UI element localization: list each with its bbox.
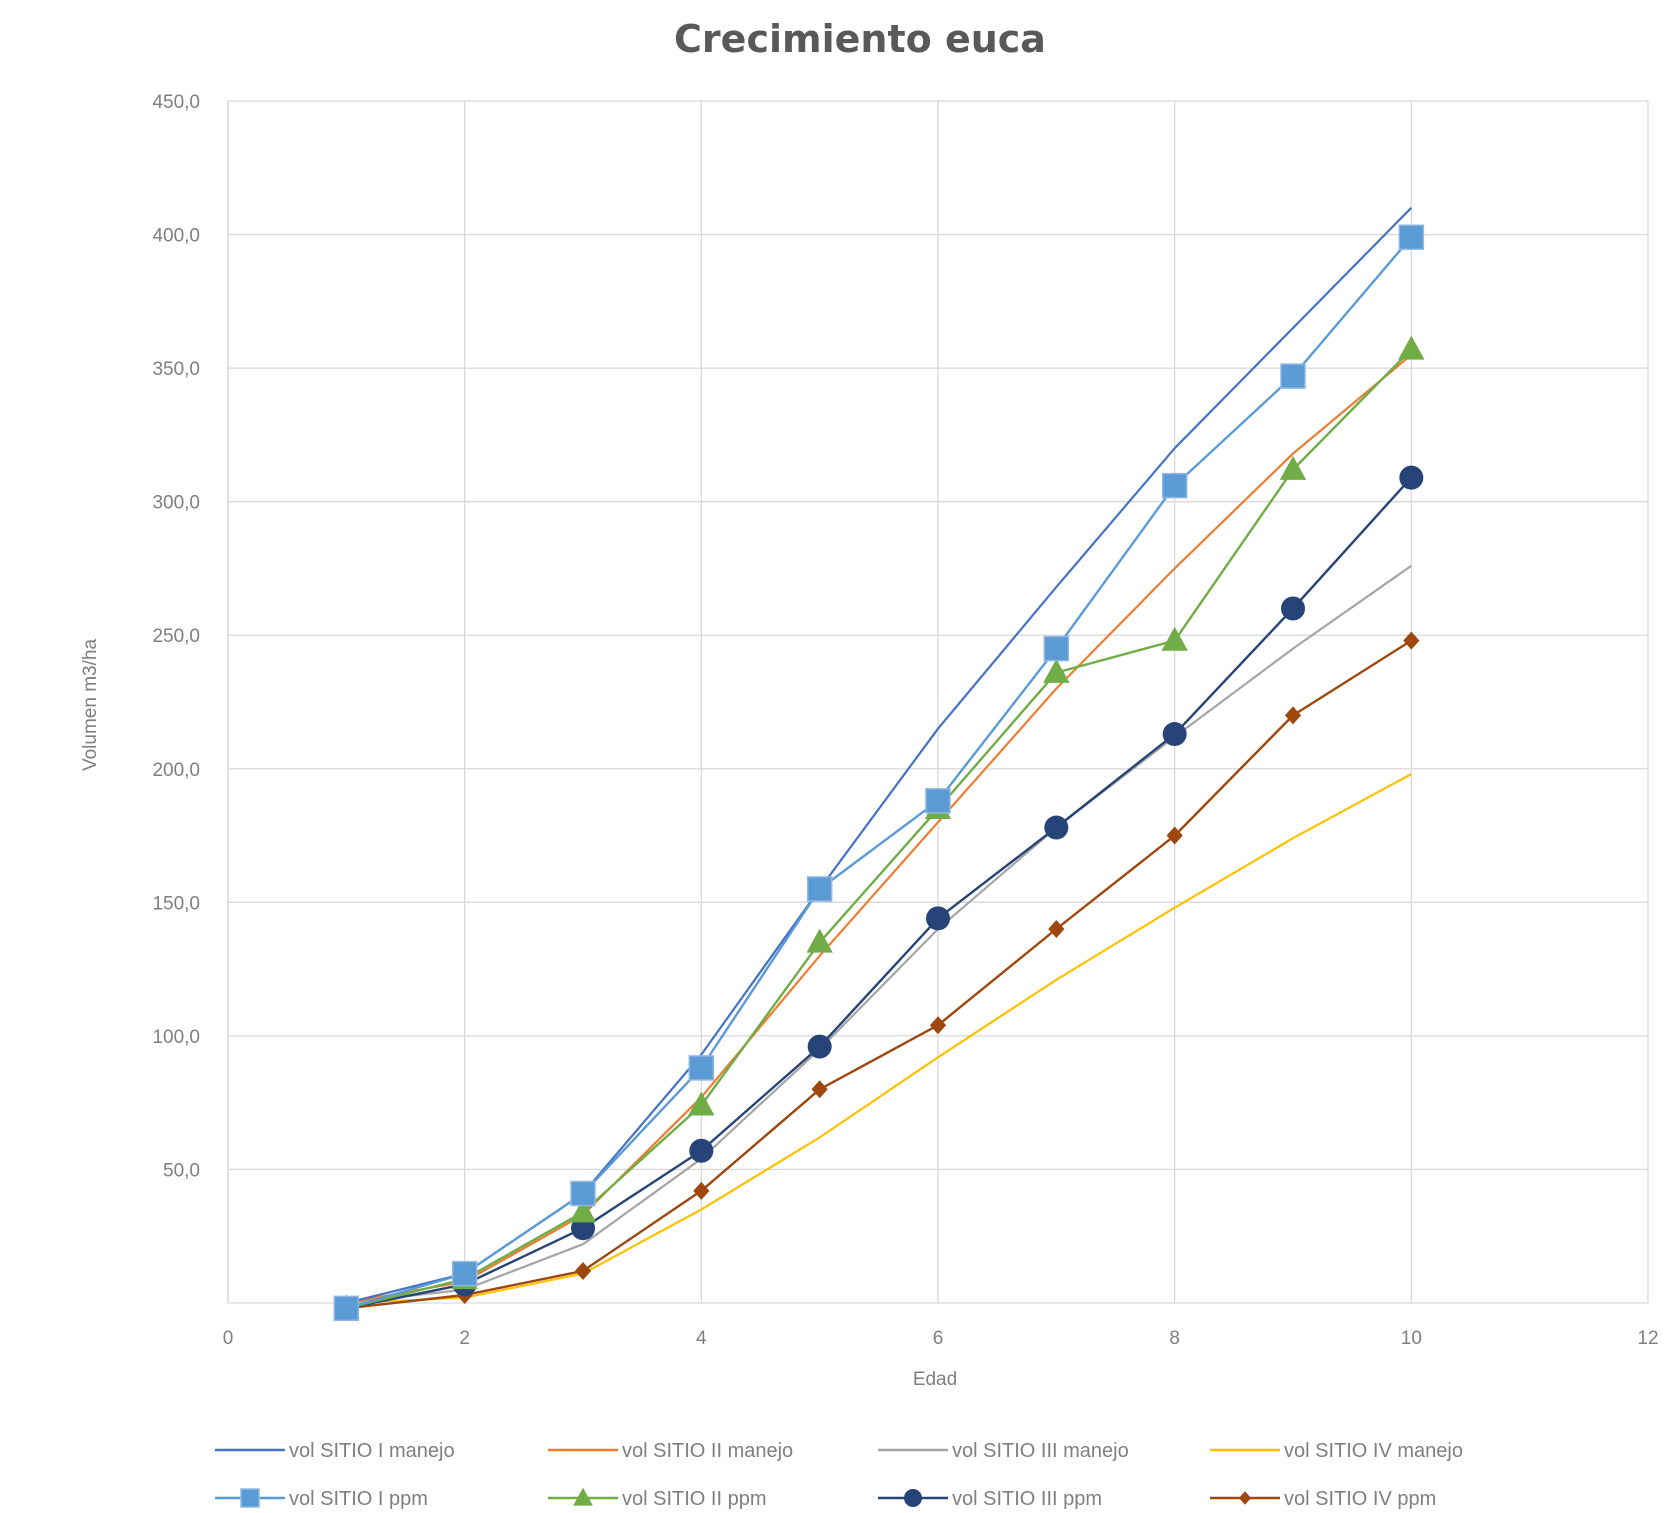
data-point: [807, 1034, 832, 1059]
data-point: [451, 1260, 478, 1287]
y-axis-title: Volumen m3/ha: [80, 639, 101, 771]
series-line: [346, 773, 1412, 1305]
legend-label: vol SITIO I manejo: [289, 1440, 455, 1462]
data-point: [1048, 920, 1065, 939]
data-point: [1284, 706, 1302, 725]
data-point: [1161, 626, 1188, 651]
legend-item: vol SITIO III manejo: [878, 1440, 1129, 1462]
y-tick-label: 200,0: [152, 760, 200, 781]
series-line: [346, 476, 1413, 1310]
legend-item: vol SITIO I manejo: [215, 1440, 455, 1462]
y-tick-label: 450,0: [152, 92, 200, 113]
x-tick-label: 12: [1637, 1328, 1658, 1349]
x-tick-label: 2: [459, 1328, 470, 1349]
data-point: [1043, 635, 1070, 662]
tick-labels: 50,0 100,0 150,0 200,0 250,0 300,0 350,0 400,0 4…: [152, 92, 1658, 1349]
data-point: [1398, 335, 1425, 360]
legend-marker: [240, 1488, 260, 1508]
legend-label: vol SITIO I ppm: [289, 1488, 428, 1510]
x-tick-label: 0: [223, 1328, 234, 1349]
data-point: [333, 1295, 360, 1322]
y-tick-label: 300,0: [152, 493, 200, 514]
legend-item: vol SITIO I ppm: [215, 1488, 428, 1510]
data-point: [570, 1180, 596, 1207]
legend-item: vol SITIO IV manejo: [1210, 1440, 1463, 1462]
data-point: [1279, 455, 1307, 480]
series-vol-sitio-iv-ppm: [338, 631, 1420, 1318]
x-tick-label: 6: [933, 1328, 944, 1349]
series-vol-sitio-iv-manejo: [346, 773, 1412, 1305]
data-point: [1166, 826, 1183, 845]
y-tick-label: 250,0: [152, 626, 200, 647]
legend-label: vol SITIO IV ppm: [1284, 1488, 1436, 1510]
data-point: [926, 906, 950, 931]
series-line: [345, 236, 1413, 1310]
data-point: [688, 1091, 715, 1116]
chart-title: Crecimiento euca: [674, 17, 1046, 61]
x-tick-label: 4: [696, 1328, 707, 1349]
legend-marker: [904, 1489, 922, 1507]
y-tick-label: 150,0: [152, 893, 200, 914]
data-point: [806, 876, 833, 902]
y-tick-label: 350,0: [152, 359, 200, 380]
series-vol-sitio-ii-manejo: [346, 353, 1413, 1305]
data-point: [1161, 472, 1188, 499]
data-point: [925, 788, 951, 814]
data-point: [574, 1261, 592, 1280]
data-point: [1281, 596, 1305, 621]
legend-marker: [573, 1487, 593, 1506]
series-vol-sitio-ii-ppm: [333, 335, 1425, 1319]
series-line: [346, 353, 1413, 1305]
y-tick-label: 400,0: [152, 226, 200, 247]
legend-item: vol SITIO II manejo: [548, 1440, 793, 1462]
data-point: [569, 1198, 597, 1223]
data-point: [1403, 631, 1420, 650]
data-point: [811, 1080, 828, 1099]
plot-area: [333, 207, 1425, 1322]
gridlines: [227, 100, 1649, 1303]
data-point: [693, 1181, 710, 1200]
series-line: [346, 207, 1413, 1305]
legend-item: vol SITIO II ppm: [548, 1487, 766, 1510]
series-line: [346, 564, 1412, 1305]
data-point: [689, 1138, 714, 1163]
data-point: [1162, 722, 1187, 747]
legend-marker: [1238, 1491, 1252, 1505]
legend-label: vol SITIO II ppm: [622, 1488, 766, 1510]
series-vol-sitio-iii-ppm: [334, 465, 1424, 1321]
series-line: [346, 639, 1412, 1310]
series-line: [346, 348, 1413, 1310]
x-tick-label: 10: [1401, 1328, 1422, 1349]
data-point: [688, 1055, 715, 1081]
y-tick-label: 50,0: [163, 1160, 200, 1181]
data-point: [1044, 815, 1069, 840]
data-point: [1043, 658, 1070, 683]
series-vol-sitio-i-ppm: [333, 224, 1425, 1322]
legend-label: vol SITIO III ppm: [952, 1488, 1102, 1510]
legend-item: vol SITIO III ppm: [878, 1488, 1102, 1510]
data-point: [929, 1016, 947, 1035]
data-point: [1398, 224, 1425, 250]
x-axis-title: Edad: [913, 1369, 957, 1390]
legend: vol SITIO I manejo vol SITIO II manejo vol…: [215, 1440, 1463, 1510]
x-tick-label: 8: [1169, 1328, 1180, 1349]
series-vol-sitio-i-manejo: [346, 207, 1413, 1305]
legend-label: vol SITIO III manejo: [952, 1440, 1129, 1462]
series-vol-sitio-iii-manejo: [346, 564, 1412, 1305]
data-point: [1399, 465, 1424, 490]
legend-label: vol SITIO II manejo: [622, 1440, 793, 1462]
data-point: [1280, 363, 1306, 389]
legend-label: vol SITIO IV manejo: [1284, 1440, 1463, 1462]
legend-item: vol SITIO IV ppm: [1210, 1488, 1436, 1510]
data-point: [806, 928, 833, 953]
y-tick-label: 100,0: [152, 1027, 200, 1048]
